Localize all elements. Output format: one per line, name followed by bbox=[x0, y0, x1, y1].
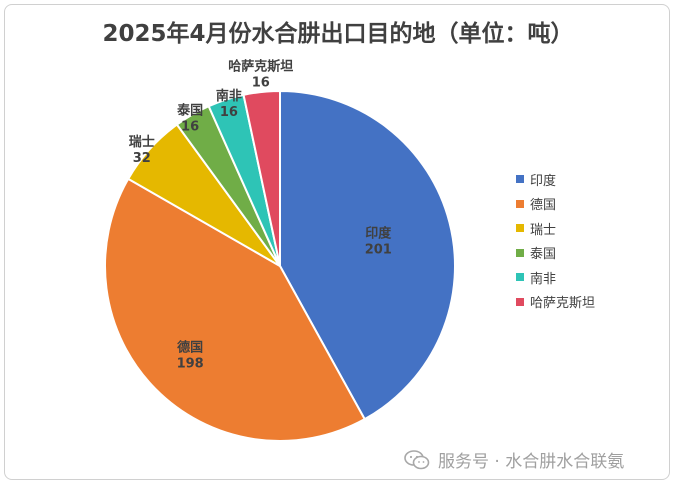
slice-category-label: 印度 bbox=[365, 226, 392, 242]
chart-legend: 印度德国瑞士泰国南非哈萨克斯坦 bbox=[516, 167, 595, 314]
chart-title: 2025年4月份水合肼出口目的地（单位：吨） bbox=[102, 21, 574, 47]
legend-swatch bbox=[516, 199, 524, 208]
slice-category-label: 瑞士 bbox=[129, 134, 155, 150]
slice-value-label: 32 bbox=[133, 151, 151, 166]
watermark: 服务号 · 水合肼水合联氨 bbox=[404, 447, 624, 472]
slice-category-label: 哈萨克斯坦 bbox=[228, 58, 293, 74]
watermark-text: 服务号 · 水合肼水合联氨 bbox=[438, 452, 625, 472]
slice-category-label: 德国 bbox=[177, 339, 203, 355]
legend-label: 南非 bbox=[530, 271, 557, 287]
slice-value-label: 16 bbox=[220, 105, 238, 120]
legend-swatch bbox=[516, 224, 524, 233]
slice-category-label: 泰国 bbox=[176, 103, 203, 119]
legend-label: 印度 bbox=[530, 173, 557, 189]
legend-swatch bbox=[516, 297, 524, 306]
legend-item: 瑞士 bbox=[516, 216, 595, 241]
wechat-icon bbox=[404, 449, 430, 469]
legend-item: 南非 bbox=[516, 265, 595, 290]
slice-category-label: 南非 bbox=[216, 88, 242, 104]
pie-slice-6 bbox=[242, 89, 281, 267]
slice-value-label: 16 bbox=[252, 75, 270, 90]
legend-label: 泰国 bbox=[530, 247, 557, 263]
legend-swatch bbox=[516, 273, 524, 282]
legend-item: 泰国 bbox=[516, 241, 595, 266]
legend-swatch bbox=[516, 175, 524, 184]
legend-label: 哈萨克斯坦 bbox=[530, 296, 596, 312]
slice-value-label: 16 bbox=[181, 120, 199, 135]
legend-item: 印度 bbox=[516, 167, 595, 192]
pie-slice-2 bbox=[104, 177, 367, 442]
pie-slice-1 bbox=[279, 89, 456, 421]
slice-value-label: 201 bbox=[365, 243, 392, 258]
slice-value-label: 198 bbox=[177, 356, 204, 371]
legend-label: 德国 bbox=[530, 198, 557, 214]
legend-item: 德国 bbox=[516, 192, 595, 217]
legend-swatch bbox=[516, 248, 524, 257]
legend-label: 瑞士 bbox=[530, 222, 557, 238]
legend-item: 哈萨克斯坦 bbox=[516, 290, 595, 315]
